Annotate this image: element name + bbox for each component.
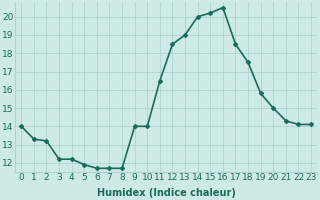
X-axis label: Humidex (Indice chaleur): Humidex (Indice chaleur) xyxy=(97,188,236,198)
